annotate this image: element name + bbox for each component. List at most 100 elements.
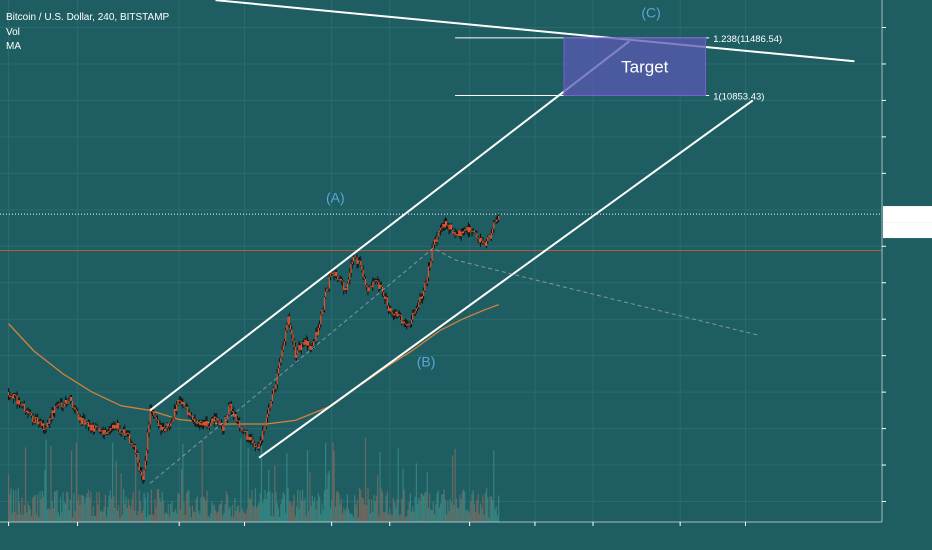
volume-bar xyxy=(235,510,237,522)
candle-body xyxy=(403,321,405,324)
volume-bar xyxy=(219,504,221,522)
volume-bar xyxy=(124,504,126,522)
volume-bar xyxy=(64,503,67,522)
drawing-tools[interactable] xyxy=(149,0,855,484)
candle-body xyxy=(435,239,437,242)
candle-body xyxy=(50,418,52,420)
volume-bar xyxy=(496,515,499,522)
candle-body xyxy=(433,239,436,245)
chart-legend: Bitcoin / U.S. Dollar, 240, BITSTAMP Vol… xyxy=(6,11,169,55)
volume-bar xyxy=(470,501,472,522)
candle-body xyxy=(137,453,139,463)
candle-body xyxy=(129,433,131,444)
candle-body xyxy=(327,288,329,290)
volume-bar xyxy=(148,514,150,522)
fib-upper-label: 1.238(11486.54) xyxy=(713,34,782,45)
candle-body xyxy=(184,406,186,408)
volume-bar xyxy=(154,499,156,522)
candle-body xyxy=(408,323,410,325)
volume-bar xyxy=(69,499,71,522)
volume-bar xyxy=(79,504,81,522)
volume-bar xyxy=(50,445,52,522)
volume-bar xyxy=(39,491,41,522)
candle-body xyxy=(79,417,81,421)
candle-body xyxy=(74,407,76,410)
volume-bar xyxy=(450,502,453,522)
candle-body xyxy=(15,394,17,397)
volume-bar xyxy=(269,491,271,522)
candle-body xyxy=(352,256,355,262)
candle-body xyxy=(294,346,296,358)
candle-body xyxy=(228,405,230,415)
volume-bar xyxy=(435,504,437,522)
volume-bar xyxy=(387,514,390,522)
candle-body xyxy=(292,334,294,341)
volume-bar xyxy=(310,506,312,522)
volume-bar xyxy=(11,512,13,522)
volume-bar xyxy=(132,492,134,522)
candle-body xyxy=(196,423,198,425)
candle-body xyxy=(242,430,244,432)
candle-body xyxy=(195,422,197,424)
volume-bar xyxy=(162,500,165,522)
volume-bar xyxy=(228,508,230,522)
candle-body xyxy=(247,436,249,440)
volume-bar xyxy=(401,498,403,522)
volume-bar xyxy=(289,502,292,522)
candle-body xyxy=(41,423,44,426)
candle-body xyxy=(277,368,280,374)
volume-bar xyxy=(129,505,131,522)
candle-body xyxy=(357,260,359,264)
volume-bar xyxy=(114,507,116,522)
volume-bar xyxy=(270,515,272,522)
volume-bar xyxy=(112,442,114,522)
volume-bar xyxy=(141,512,143,522)
candle-body xyxy=(81,418,84,425)
volume-bar xyxy=(153,515,155,522)
candle-body xyxy=(162,427,165,430)
volume-bar xyxy=(37,494,39,522)
candle-body xyxy=(354,256,356,258)
candle-body xyxy=(443,223,445,228)
last-price-badge xyxy=(883,206,932,223)
volume-bars xyxy=(8,437,500,522)
candle-body xyxy=(141,471,143,476)
candle-body xyxy=(355,256,357,258)
volume-bar xyxy=(27,502,29,522)
volume-bar xyxy=(280,503,282,522)
candle-body xyxy=(147,432,149,451)
volume-bar xyxy=(208,517,211,522)
volume-bar xyxy=(424,492,426,522)
candle-body xyxy=(92,424,94,432)
time-axis[interactable] xyxy=(0,521,882,550)
candle-body xyxy=(379,284,381,289)
candle-body xyxy=(174,408,177,412)
volume-bar xyxy=(334,506,336,522)
volume-bar xyxy=(316,501,318,522)
candle-body xyxy=(66,400,68,404)
candle-body xyxy=(139,470,142,472)
candle-body xyxy=(262,430,264,440)
candle-body xyxy=(225,417,227,419)
candle-body xyxy=(28,412,30,414)
volume-bar xyxy=(196,496,198,522)
candle-body xyxy=(328,276,330,289)
volume-bar xyxy=(237,504,240,522)
volume-bar xyxy=(262,502,264,522)
price-axis[interactable] xyxy=(881,0,932,550)
candle-body xyxy=(308,340,310,346)
candle-body xyxy=(38,421,40,425)
candle-body xyxy=(172,418,174,423)
volume-bar xyxy=(159,498,161,522)
candle-body xyxy=(431,248,433,262)
candle-body xyxy=(494,221,496,223)
volume-bar xyxy=(204,498,206,522)
candle-body xyxy=(490,233,492,239)
candle-body xyxy=(216,417,218,419)
candle-body xyxy=(276,373,278,385)
ma-indicator-label[interactable]: MA xyxy=(6,41,21,52)
symbol-title[interactable]: Bitcoin / U.S. Dollar, 240, BITSTAMP xyxy=(6,12,170,23)
volume-indicator-label[interactable]: Vol xyxy=(6,26,20,38)
candle-body xyxy=(109,428,111,431)
